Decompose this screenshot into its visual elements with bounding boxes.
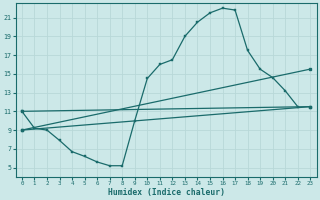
X-axis label: Humidex (Indice chaleur): Humidex (Indice chaleur) <box>108 188 225 197</box>
